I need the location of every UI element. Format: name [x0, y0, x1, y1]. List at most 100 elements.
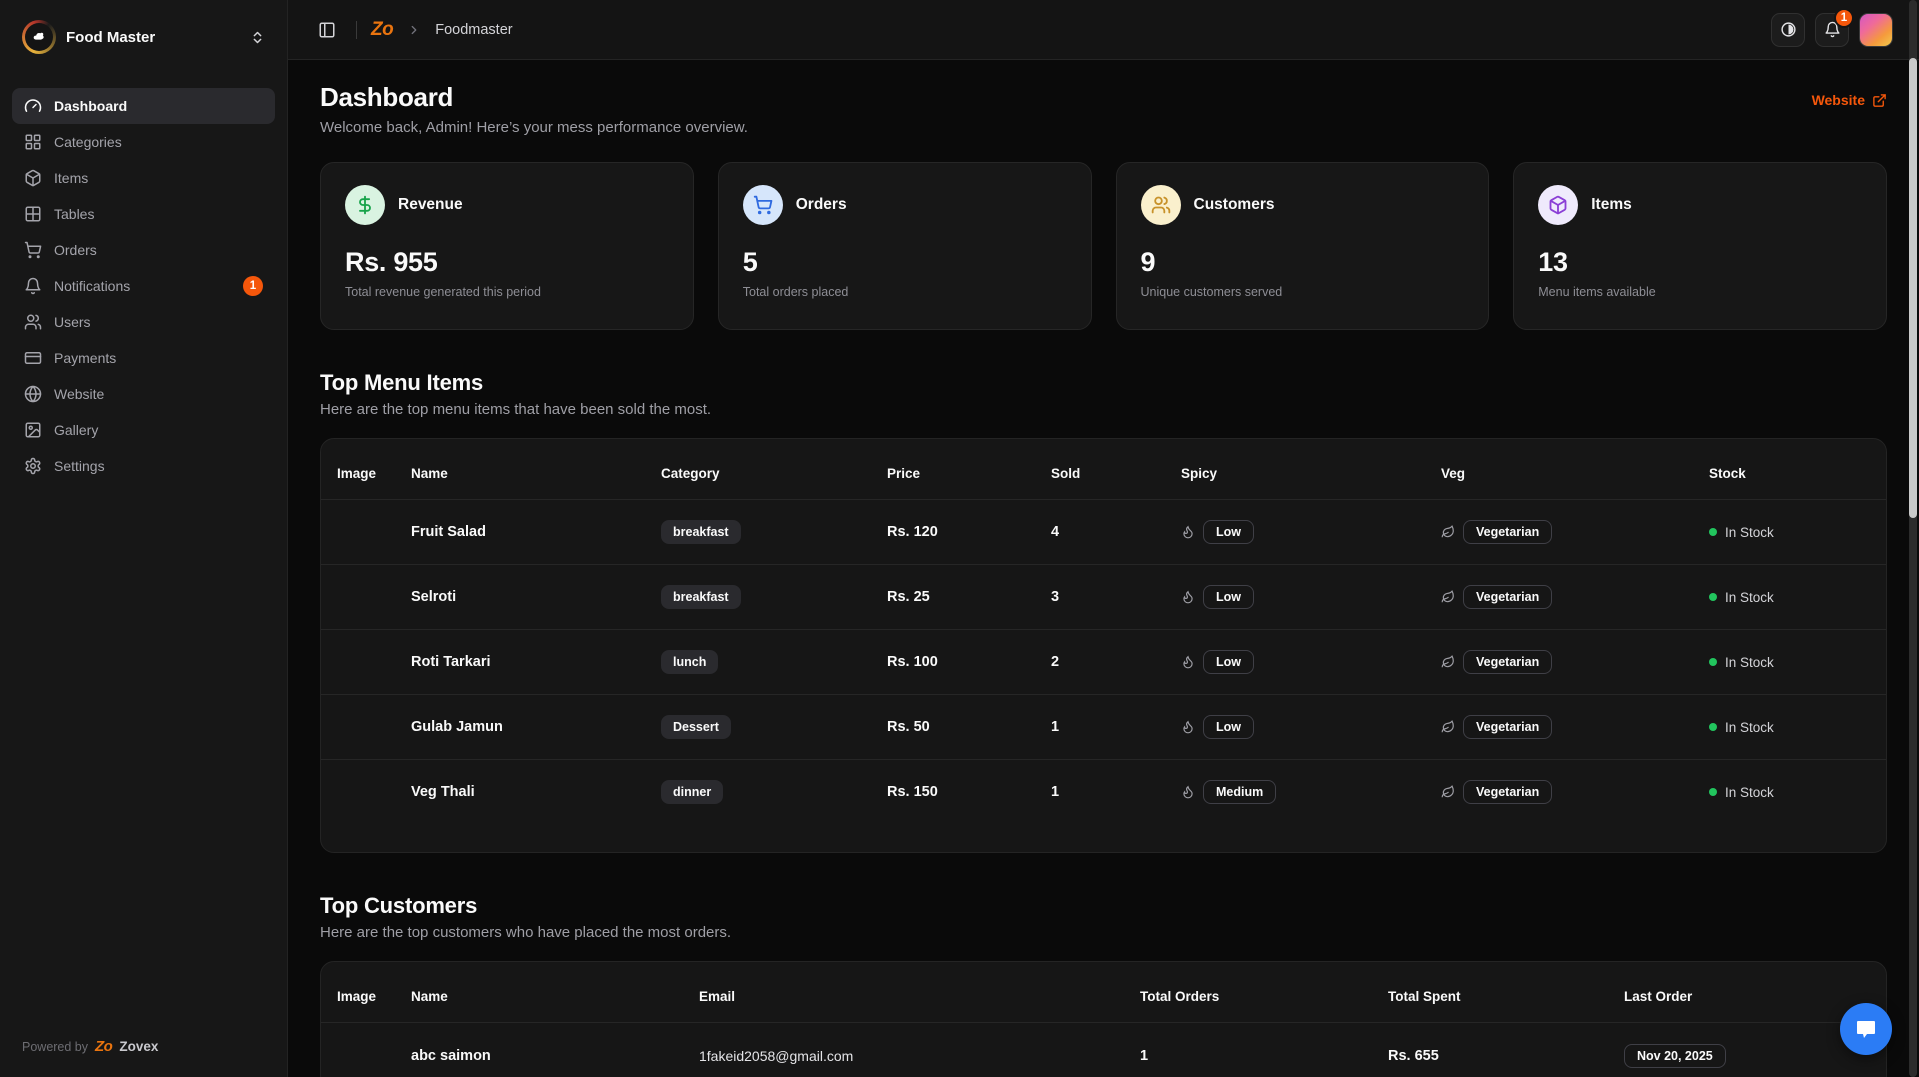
- stock-dot: [1709, 723, 1717, 731]
- cart-icon: [24, 241, 42, 259]
- bell-icon: [1824, 21, 1841, 38]
- stock-status: In Stock: [1725, 654, 1774, 670]
- food-master-logo: [22, 20, 56, 54]
- breadcrumb[interactable]: Foodmaster: [435, 21, 513, 38]
- sidebar: Food Master Dashboard Categories Items T…: [0, 0, 288, 1077]
- grid-icon: [24, 133, 42, 151]
- package-icon: [24, 169, 42, 187]
- stock-dot: [1709, 658, 1717, 666]
- table-row: Fruit Salad breakfast Rs. 120 4 Low Vege…: [321, 499, 1886, 564]
- sidebar-item-orders[interactable]: Orders: [12, 232, 275, 268]
- flame-icon: [1181, 525, 1195, 539]
- sidebar-toggle-button[interactable]: [312, 15, 342, 45]
- leaf-icon: [1441, 525, 1455, 539]
- sidebar-nav: Dashboard Categories Items Tables Orders…: [12, 88, 275, 1032]
- stock-dot: [1709, 788, 1717, 796]
- scrollbar-thumb[interactable]: [1909, 58, 1917, 518]
- topbar-actions: 1: [1771, 7, 1893, 47]
- message-bubble-icon: [1854, 1017, 1878, 1041]
- notifications-count-badge: 1: [243, 276, 263, 296]
- panel-left-icon: [318, 21, 336, 39]
- menu-table-header: Image Name Category Price Sold Spicy Veg…: [337, 465, 1746, 481]
- category-badge: lunch: [661, 650, 719, 674]
- stat-cards: Revenue Rs. 955 Total revenue generated …: [320, 162, 1887, 330]
- stat-card-items: Items 13 Menu items available: [1513, 162, 1887, 330]
- chevrons-up-down-icon: [250, 30, 265, 45]
- gallery-icon: [24, 421, 42, 439]
- customers-section-title: Top Customers: [320, 893, 478, 918]
- category-badge: Dessert: [661, 715, 731, 739]
- revenue-value: Rs. 955: [345, 247, 438, 277]
- sidebar-item-settings[interactable]: Settings: [12, 448, 275, 484]
- top-menu-items-table: Image Name Category Price Sold Spicy Veg…: [320, 438, 1887, 853]
- topbar-divider: [356, 20, 357, 39]
- leaf-icon: [1441, 785, 1455, 799]
- table-row: Gulab Jamun Dessert Rs. 50 1 Low Vegetar…: [321, 694, 1886, 759]
- theme-toggle-button[interactable]: [1771, 12, 1805, 47]
- stock-dot: [1709, 528, 1717, 536]
- chevron-right-icon: [407, 23, 421, 37]
- sidebar-item-tables[interactable]: Tables: [12, 196, 275, 232]
- flame-icon: [1181, 785, 1195, 799]
- sidebar-item-website[interactable]: Website: [12, 376, 275, 412]
- top-customers-table: Image Name Email Total Orders Total Spen…: [320, 961, 1887, 1077]
- table-row: abc saimon 1fakeid2058@gmail.com 1 Rs. 6…: [321, 1022, 1886, 1077]
- stock-status: In Stock: [1725, 784, 1774, 800]
- veg-badge: Vegetarian: [1463, 650, 1553, 674]
- sidebar-item-notifications[interactable]: Notifications 1: [12, 268, 275, 304]
- cart-icon: [742, 185, 783, 225]
- last-order-badge: Nov 20, 2025: [1624, 1043, 1726, 1068]
- brand-name: Food Master: [66, 28, 156, 46]
- sidebar-item-categories[interactable]: Categories: [12, 124, 275, 160]
- user-avatar[interactable]: [1859, 12, 1893, 47]
- stock-status: In Stock: [1725, 719, 1774, 735]
- gauge-icon: [24, 97, 42, 115]
- sidebar-item-payments[interactable]: Payments: [12, 340, 275, 376]
- sidebar-item-dashboard[interactable]: Dashboard: [12, 88, 275, 124]
- page-subtitle: Welcome back, Admin! Here’s your mess pe…: [320, 119, 748, 136]
- menu-section-subtitle: Here are the top menu items that have be…: [320, 401, 712, 418]
- zovex-logo: Zo: [95, 1038, 113, 1055]
- brand-switcher[interactable]: Food Master: [12, 12, 275, 62]
- scrollbar-track: [1909, 0, 1917, 1077]
- spicy-badge: Low: [1203, 715, 1254, 739]
- website-link[interactable]: Website: [1812, 92, 1887, 108]
- customers-value: 9: [1140, 247, 1156, 277]
- stat-card-orders: Orders 5 Total orders placed: [717, 162, 1092, 330]
- contrast-icon: [1780, 21, 1797, 38]
- spicy-badge: Low: [1203, 585, 1254, 609]
- credit-card-icon: [24, 349, 42, 367]
- customers-section-subtitle: Here are the top customers who have plac…: [320, 924, 732, 941]
- stock-status: In Stock: [1725, 589, 1774, 605]
- sidebar-item-users[interactable]: Users: [12, 304, 275, 340]
- zovex-brand-name: Zovex: [119, 1039, 159, 1054]
- menu-section-title: Top Menu Items: [320, 370, 484, 395]
- table-row: Selroti breakfast Rs. 25 3 Low Vegetaria…: [321, 564, 1886, 629]
- veg-badge: Vegetarian: [1463, 520, 1553, 544]
- sidebar-item-items[interactable]: Items: [12, 160, 275, 196]
- orders-value: 5: [742, 247, 758, 277]
- zo-logo[interactable]: Zo: [371, 18, 394, 40]
- veg-badge: Vegetarian: [1463, 780, 1553, 804]
- sidebar-item-gallery[interactable]: Gallery: [12, 412, 275, 448]
- package-icon: [1538, 185, 1579, 225]
- leaf-icon: [1441, 655, 1455, 669]
- table-row: Veg Thali dinner Rs. 150 1 Medium Vegeta…: [321, 759, 1886, 824]
- main-area: Zo Foodmaster 1 Dashboard Welcome back, …: [288, 0, 1919, 1077]
- table-row: Roti Tarkari lunch Rs. 100 2 Low Vegetar…: [321, 629, 1886, 694]
- topbar: Zo Foodmaster 1: [288, 0, 1919, 60]
- stock-status: In Stock: [1725, 524, 1774, 540]
- veg-badge: Vegetarian: [1463, 585, 1553, 609]
- flame-icon: [1181, 655, 1195, 669]
- customers-table-header: Image Name Email Total Orders Total Spen…: [337, 988, 1693, 1004]
- flame-icon: [1181, 720, 1195, 734]
- table-icon: [24, 205, 42, 223]
- notifications-button[interactable]: 1: [1815, 7, 1854, 47]
- chat-button[interactable]: [1840, 1003, 1892, 1055]
- leaf-icon: [1441, 720, 1455, 734]
- page-title: Dashboard: [320, 82, 454, 112]
- bell-icon: [24, 277, 42, 295]
- spicy-badge: Medium: [1203, 780, 1277, 804]
- spicy-badge: Low: [1203, 520, 1254, 544]
